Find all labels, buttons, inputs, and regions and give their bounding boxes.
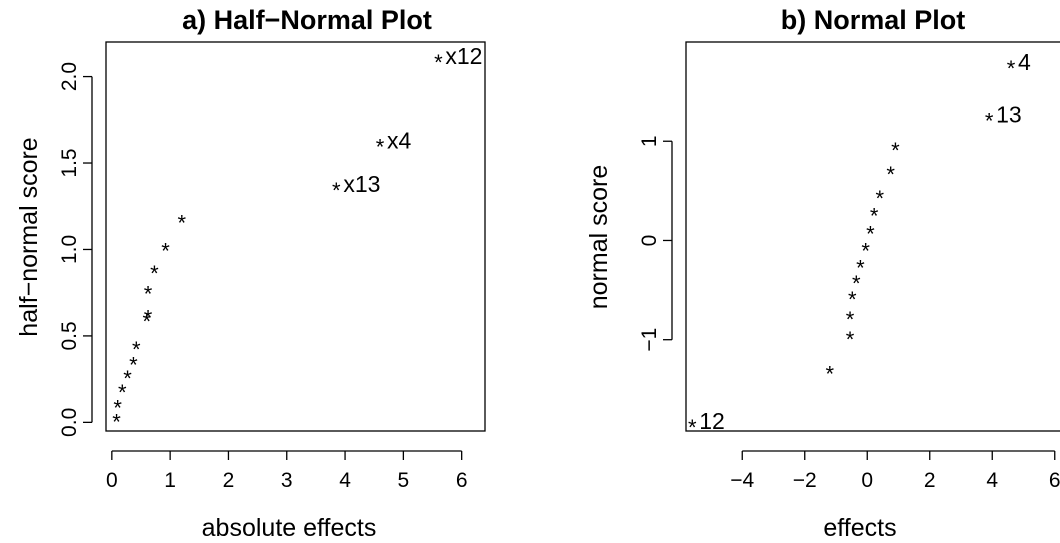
data-point: * [132,337,141,362]
x-tick-label: 0 [106,469,118,492]
data-point: * [852,271,861,296]
half-normal-plot-panel: a) Half−Normal Plot absolute effects hal… [15,5,486,542]
data-points: ************* x13* x4* x12 [112,43,482,435]
chart-title: a) Half−Normal Plot [182,5,432,35]
x-tick-label: 6 [456,469,468,492]
y-tick-label: −1 [638,328,661,352]
x-tick-label: 4 [986,469,998,492]
point-label: 12 [699,408,725,434]
data-point: * [332,178,341,203]
y-axis-label: normal score [585,165,613,310]
data-point: * [112,409,121,434]
x-tick-label: 3 [281,469,293,492]
y-tick-label: 0.5 [58,321,81,350]
point-label: 4 [1018,49,1031,75]
point-label: x12 [445,43,482,69]
data-point: * [144,306,153,331]
point-label: x4 [387,128,412,154]
data-point: * [113,396,122,421]
data-point: * [846,307,855,332]
x-tick-label: 2 [924,469,936,492]
plot-frame [685,41,1060,432]
data-point: * [846,327,855,352]
point-label: 13 [996,101,1022,127]
data-point: * [144,282,153,307]
y-tick-label: 0.0 [58,408,81,437]
data-point: * [891,138,900,163]
x-tick-label: −2 [793,469,817,492]
data-point: * [118,380,127,405]
data-point: * [825,361,834,386]
x-tick-label: 6 [1049,469,1060,492]
y-tick-label: 1.5 [58,148,81,177]
data-point: * [688,415,697,440]
x-tick-label: 1 [164,469,176,492]
data-point: * [870,204,879,229]
data-point: * [161,238,170,263]
data-point: * [143,309,152,334]
normal-plot-panel: b) Normal Plot effects normal score −4 −2… [585,5,1060,542]
x-tick-label: 4 [339,469,351,492]
y-axis-label: half−normal score [15,137,43,336]
data-point: * [848,287,857,312]
data-point: * [1007,56,1016,81]
x-axis-label: absolute effects [202,514,377,542]
data-point: * [861,238,870,263]
chart-title: b) Normal Plot [781,5,966,35]
y-axis: −1 0 1 [638,135,673,352]
x-axis: 0 1 2 3 4 5 6 [106,450,468,492]
data-point: * [434,50,443,75]
plot-frame [105,41,486,432]
data-point: * [129,352,138,377]
data-point: * [886,162,895,187]
x-tick-label: 0 [861,469,873,492]
x-tick-label: 5 [398,469,410,492]
y-tick-label: 1 [638,135,661,147]
y-tick-label: 0 [638,235,661,247]
data-point: * [178,211,187,236]
data-point: * [856,255,865,280]
data-point: * [150,261,159,286]
data-points: * 12************* 13* 4 [688,49,1031,440]
data-point: * [875,186,884,211]
y-tick-label: 1.0 [58,235,81,264]
x-axis: −4 −2 0 2 4 6 [730,450,1060,492]
x-tick-label: 2 [223,469,235,492]
x-tick-label: −4 [730,469,754,492]
y-tick-label: 2.0 [58,62,81,91]
data-point: * [123,366,132,391]
point-label: x13 [343,171,380,197]
y-axis: 0.0 0.5 1.0 1.5 2.0 [58,62,93,437]
data-point: * [866,222,875,247]
data-point: * [985,108,994,133]
x-axis-label: effects [823,514,896,542]
data-point: * [376,135,385,160]
